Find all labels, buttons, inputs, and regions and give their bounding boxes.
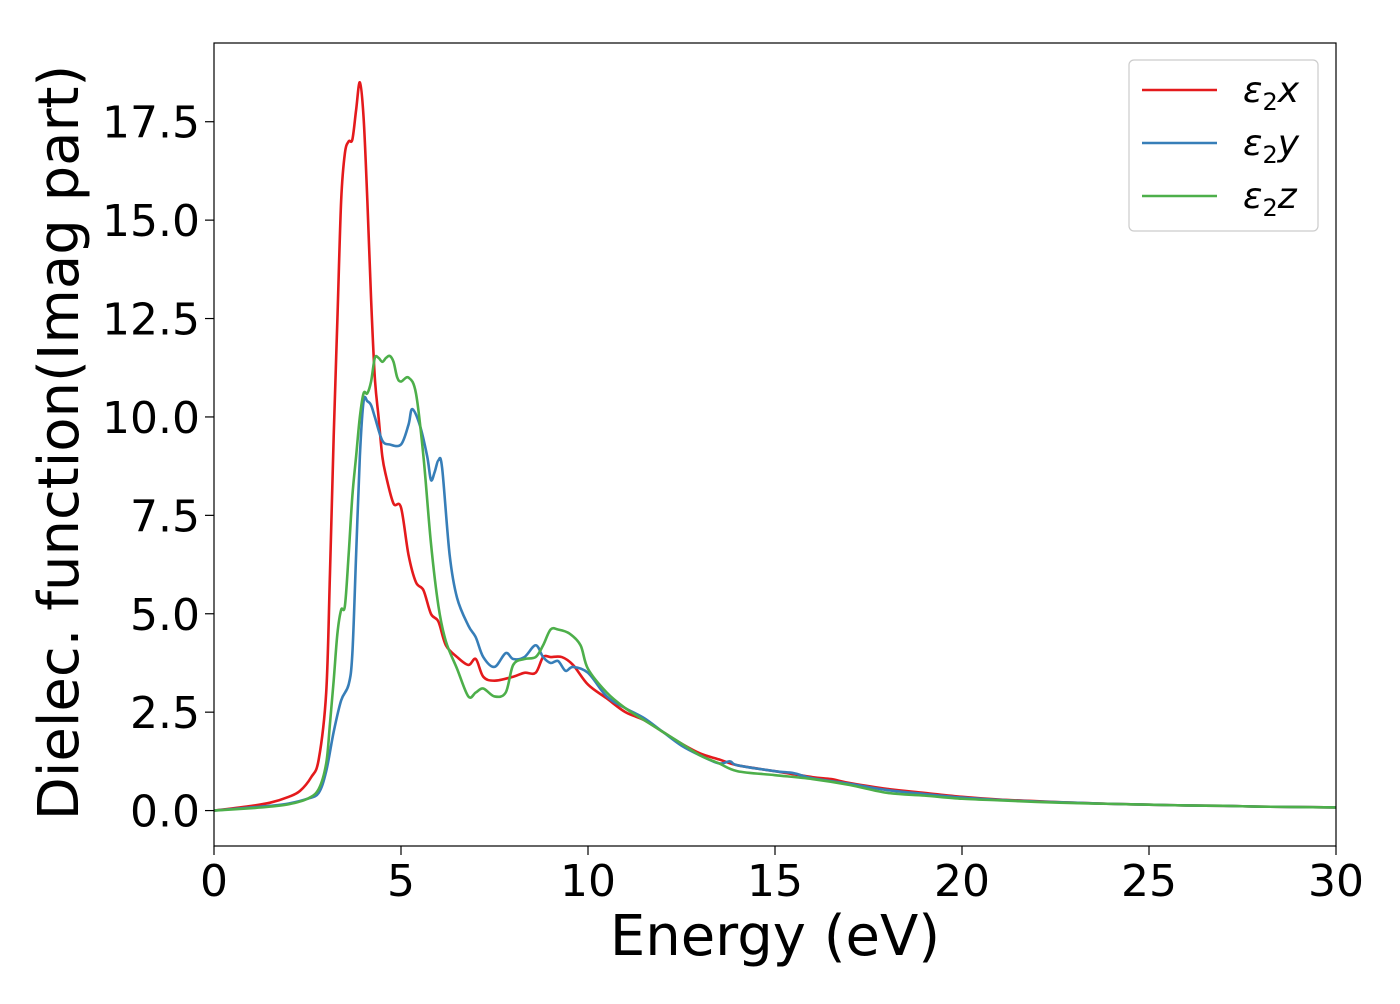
x-tick-label: 0 xyxy=(200,856,228,907)
y-tick-label: 10.0 xyxy=(102,393,200,444)
series-layer xyxy=(213,81,1337,812)
legend-box xyxy=(1128,59,1319,232)
y-tick-label: 0.0 xyxy=(130,787,200,838)
legend-item-z: ε2z xyxy=(1142,176,1298,222)
y-tick-label: 17.5 xyxy=(102,98,200,149)
x-tick-label: 15 xyxy=(747,856,803,907)
series-line-z xyxy=(213,354,1337,812)
x-axis-ticks: 0 5 10 15 20 25 30 xyxy=(200,846,1364,907)
x-tick-label: 10 xyxy=(560,856,616,907)
series-line-y xyxy=(213,395,1337,812)
y-tick-label: 7.5 xyxy=(130,491,200,542)
legend-items: ε2x ε2y ε2z xyxy=(1142,70,1300,222)
legend-label: ε2x xyxy=(1243,70,1300,116)
legend-label: ε2z xyxy=(1243,176,1298,222)
x-tick-label: 30 xyxy=(1308,856,1364,907)
x-axis-title: Energy (eV) xyxy=(610,904,940,969)
y-axis-ticks: 0.0 2.5 5.0 7.5 10.0 12.5 15.0 17.5 xyxy=(102,98,214,838)
x-tick-label: 20 xyxy=(934,856,990,907)
x-tick-label: 25 xyxy=(1121,856,1177,907)
y-tick-label: 15.0 xyxy=(102,196,200,247)
legend: ε2x ε2y ε2z xyxy=(1128,59,1319,232)
legend-item-x: ε2x xyxy=(1142,70,1300,116)
y-tick-label: 12.5 xyxy=(102,295,200,346)
legend-item-y: ε2y xyxy=(1142,123,1300,169)
y-axis-title: Dielec. function(Imag part) xyxy=(27,65,92,821)
legend-label: ε2y xyxy=(1243,123,1300,169)
y-tick-label: 2.5 xyxy=(130,688,200,739)
y-tick-label: 5.0 xyxy=(130,590,200,641)
x-tick-label: 5 xyxy=(387,856,415,907)
